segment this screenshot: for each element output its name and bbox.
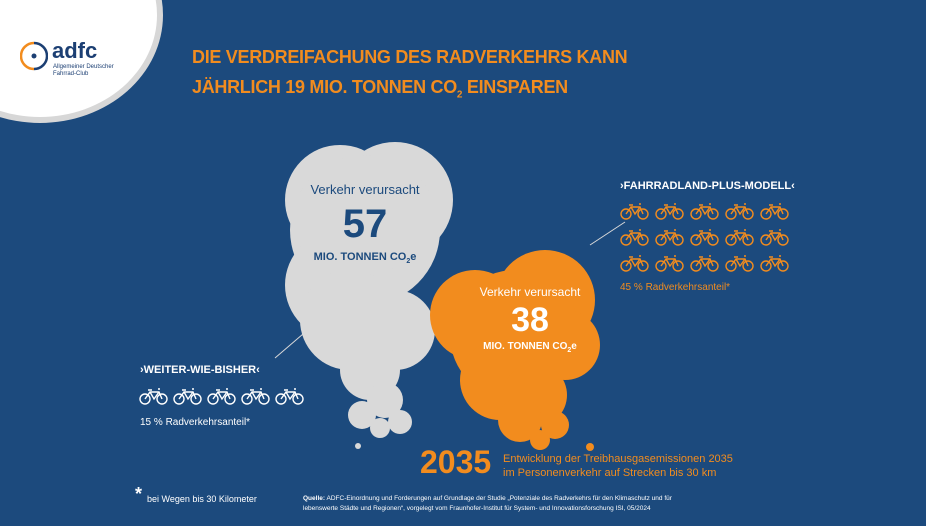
unit-sub: 2 bbox=[406, 258, 411, 266]
title-line: JÄHRLICH 19 MIO. TONNEN CO2 EINSPAREN bbox=[192, 72, 627, 111]
orange-cloud-text: Verkehr verursacht 38 MIO. TONNEN CO2e bbox=[465, 285, 595, 354]
source: Quelle: ADFC-Einordnung und Forderungen … bbox=[303, 494, 672, 514]
cloud-label: Verkehr verursacht bbox=[310, 182, 420, 197]
bicycle-icon bbox=[725, 203, 754, 220]
connector-line bbox=[274, 327, 311, 359]
bicycle-icon bbox=[655, 203, 684, 220]
cloud-unit: MIO. TONNEN CO2e bbox=[465, 341, 595, 354]
bicycle-icon bbox=[690, 255, 719, 272]
unit-sub: 2 bbox=[567, 347, 572, 354]
title-text: JÄHRLICH 19 MIO. TONNEN CO bbox=[192, 77, 457, 97]
bicycle-icon bbox=[620, 255, 649, 272]
bicycle-icon bbox=[690, 229, 719, 246]
scenario-base-title: ›WEITER-WIE-BISHER‹ bbox=[140, 364, 260, 376]
footnote-asterisk: * bbox=[135, 484, 143, 504]
logo-subtitle: Allgemeiner Deutscher bbox=[53, 64, 114, 70]
source-label: Quelle: bbox=[303, 495, 326, 502]
title-text: EINSPAREN bbox=[462, 77, 568, 97]
logo-subtitle: Fahrrad-Club bbox=[53, 71, 89, 77]
unit-text: e bbox=[410, 251, 417, 263]
bike-grid-plus bbox=[620, 203, 789, 272]
year-desc-line: im Personenverkehr auf Strecken bis 30 k… bbox=[503, 467, 717, 479]
page-title: DIE VERDREIFACHUNG DES RADVERKEHRS KANN … bbox=[192, 42, 628, 111]
source-text: lebenswerte Städte und Regionen“, vorgel… bbox=[303, 505, 651, 512]
bicycle-icon bbox=[655, 229, 684, 246]
bicycle-icon bbox=[620, 203, 649, 220]
bicycle-icon bbox=[655, 255, 684, 272]
bicycle-icon bbox=[139, 388, 168, 405]
unit-text: MIO. TONNEN CO bbox=[483, 341, 568, 352]
bicycle-icon bbox=[207, 388, 236, 405]
unit-text: e bbox=[571, 341, 577, 352]
cloud-value: 57 bbox=[342, 202, 388, 246]
bike-row-base bbox=[139, 388, 304, 405]
bicycle-icon bbox=[725, 255, 754, 272]
scenario-plus-title: ›FAHRRADLAND-PLUS-MODELL‹ bbox=[620, 180, 795, 192]
year-value: 2035 bbox=[420, 444, 492, 480]
cloud-value: 38 bbox=[511, 301, 549, 339]
scenario-base-share: 15 % Radverkehrsanteil* bbox=[140, 417, 251, 428]
bicycle-icon bbox=[241, 388, 270, 405]
adfc-logo: adfc Allgemeiner Deutscher Fahrrad-Club bbox=[20, 38, 130, 77]
bicycle-icon bbox=[173, 388, 202, 405]
logo-badge bbox=[0, 0, 157, 117]
source-text: ADFC-Einordnung und Forderungen auf Grun… bbox=[326, 495, 672, 502]
bicycle-icon bbox=[760, 203, 789, 220]
gray-cloud-text: Verkehr verursacht 57 MIO. TONNEN CO2e bbox=[295, 182, 435, 265]
title-line: DIE VERDREIFACHUNG DES RADVERKEHRS KANN bbox=[192, 47, 628, 67]
year-desc-line: Entwicklung der Treibhausgasemissionen 2… bbox=[503, 453, 733, 465]
bicycle-icon bbox=[620, 229, 649, 246]
bicycle-icon bbox=[275, 388, 304, 405]
gray-cloud bbox=[285, 142, 453, 449]
footnote-text: bei Wegen bis 30 Kilometer bbox=[147, 494, 257, 504]
cloud-label: Verkehr verursacht bbox=[479, 285, 581, 299]
cloud-unit: MIO. TONNEN CO2e bbox=[295, 251, 435, 265]
year-description: Entwicklung der Treibhausgasemissionen 2… bbox=[503, 452, 733, 480]
logo-text: adfc bbox=[52, 38, 98, 63]
bicycle-icon bbox=[690, 203, 719, 220]
wheel-icon bbox=[20, 41, 48, 71]
bicycle-icon bbox=[725, 229, 754, 246]
unit-text: MIO. TONNEN CO bbox=[313, 251, 407, 263]
scenario-plus-share: 45 % Radverkehrsanteil* bbox=[620, 282, 731, 293]
orange-cloud bbox=[430, 250, 600, 451]
title-sub: 2 bbox=[456, 89, 463, 101]
bicycle-icon bbox=[760, 229, 789, 246]
bicycle-icon bbox=[760, 255, 789, 272]
connector-line bbox=[589, 221, 626, 246]
